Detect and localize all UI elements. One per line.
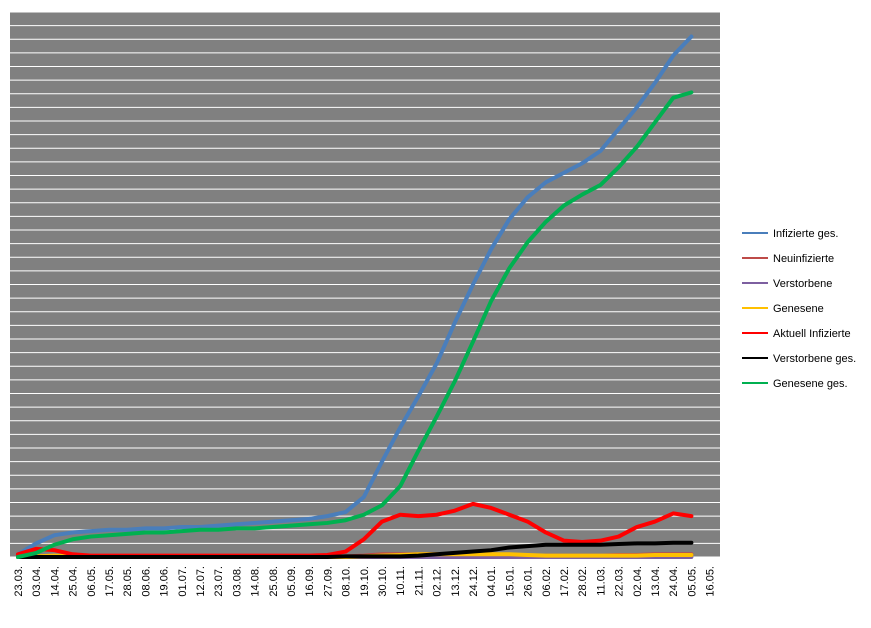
- x-tick-label: 06.05.: [86, 566, 98, 597]
- legend-label: Aktuell Infizierte: [773, 328, 851, 340]
- x-tick-label: 05.05.: [686, 566, 698, 597]
- x-tick-label: 02.12.: [432, 566, 444, 597]
- x-tick-label: 03.08.: [231, 566, 243, 597]
- x-tick-label: 11.03.: [595, 566, 607, 596]
- series-line: [16, 540, 694, 559]
- legend-label: Verstorbene: [773, 278, 832, 290]
- x-tick-label: 02.04.: [632, 566, 644, 597]
- x-tick-label: 13.04.: [650, 566, 662, 597]
- x-tick-label: 17.02.: [559, 566, 571, 597]
- x-tick-label: 04.01.: [486, 566, 498, 597]
- x-tick-label: 16.05.: [705, 566, 717, 597]
- x-tick-label: 14.08.: [250, 566, 262, 597]
- series-line: [16, 34, 694, 557]
- x-tick-label: 13.12.: [450, 566, 462, 597]
- legend-label: Genesene: [773, 303, 824, 315]
- x-tick-label: 16.09.: [304, 566, 316, 597]
- x-tick-label: 05.09.: [286, 566, 298, 597]
- legend-label: Infizierte ges.: [773, 228, 838, 240]
- x-tick-label: 19.06.: [159, 566, 171, 597]
- x-tick-label: 28.05.: [122, 566, 134, 597]
- x-tick-label: 24.04.: [668, 566, 680, 597]
- x-tick-label: 25.08.: [268, 566, 280, 597]
- x-tick-label: 06.02.: [541, 566, 553, 597]
- x-tick-label: 17.05.: [104, 566, 116, 597]
- x-tick-label: 23.07.: [213, 566, 225, 597]
- x-tick-label: 19.10.: [359, 566, 371, 597]
- legend-label: Verstorbene ges.: [773, 353, 856, 365]
- x-tick-label: 23.03.: [13, 566, 25, 597]
- x-tick-label: 08.06.: [140, 566, 152, 597]
- x-tick-label: 22.03.: [614, 566, 626, 597]
- x-tick-label: 26.01.: [523, 566, 535, 597]
- series-line: [16, 90, 694, 559]
- x-tick-label: 03.04.: [31, 566, 43, 597]
- legend-label: Neuinfizierte: [773, 253, 834, 265]
- legend-label: Genesene ges.: [773, 378, 848, 390]
- x-tick-label: 12.07.: [195, 566, 207, 597]
- x-tick-label: 21.11.: [413, 566, 425, 596]
- x-tick-label: 10.11.: [395, 566, 407, 596]
- x-tick-label: 08.10.: [341, 566, 353, 597]
- x-tick-label: 24.12.: [468, 566, 480, 597]
- x-tick-label: 30.10.: [377, 566, 389, 597]
- x-tick-label: 25.04.: [68, 566, 80, 597]
- x-tick-label: 01.07.: [177, 566, 189, 597]
- x-tick-label: 15.01.: [504, 566, 516, 597]
- x-tick-label: 27.09.: [322, 566, 334, 597]
- x-tick-label: 28.02.: [577, 566, 589, 597]
- x-tick-label: 14.04.: [49, 566, 61, 597]
